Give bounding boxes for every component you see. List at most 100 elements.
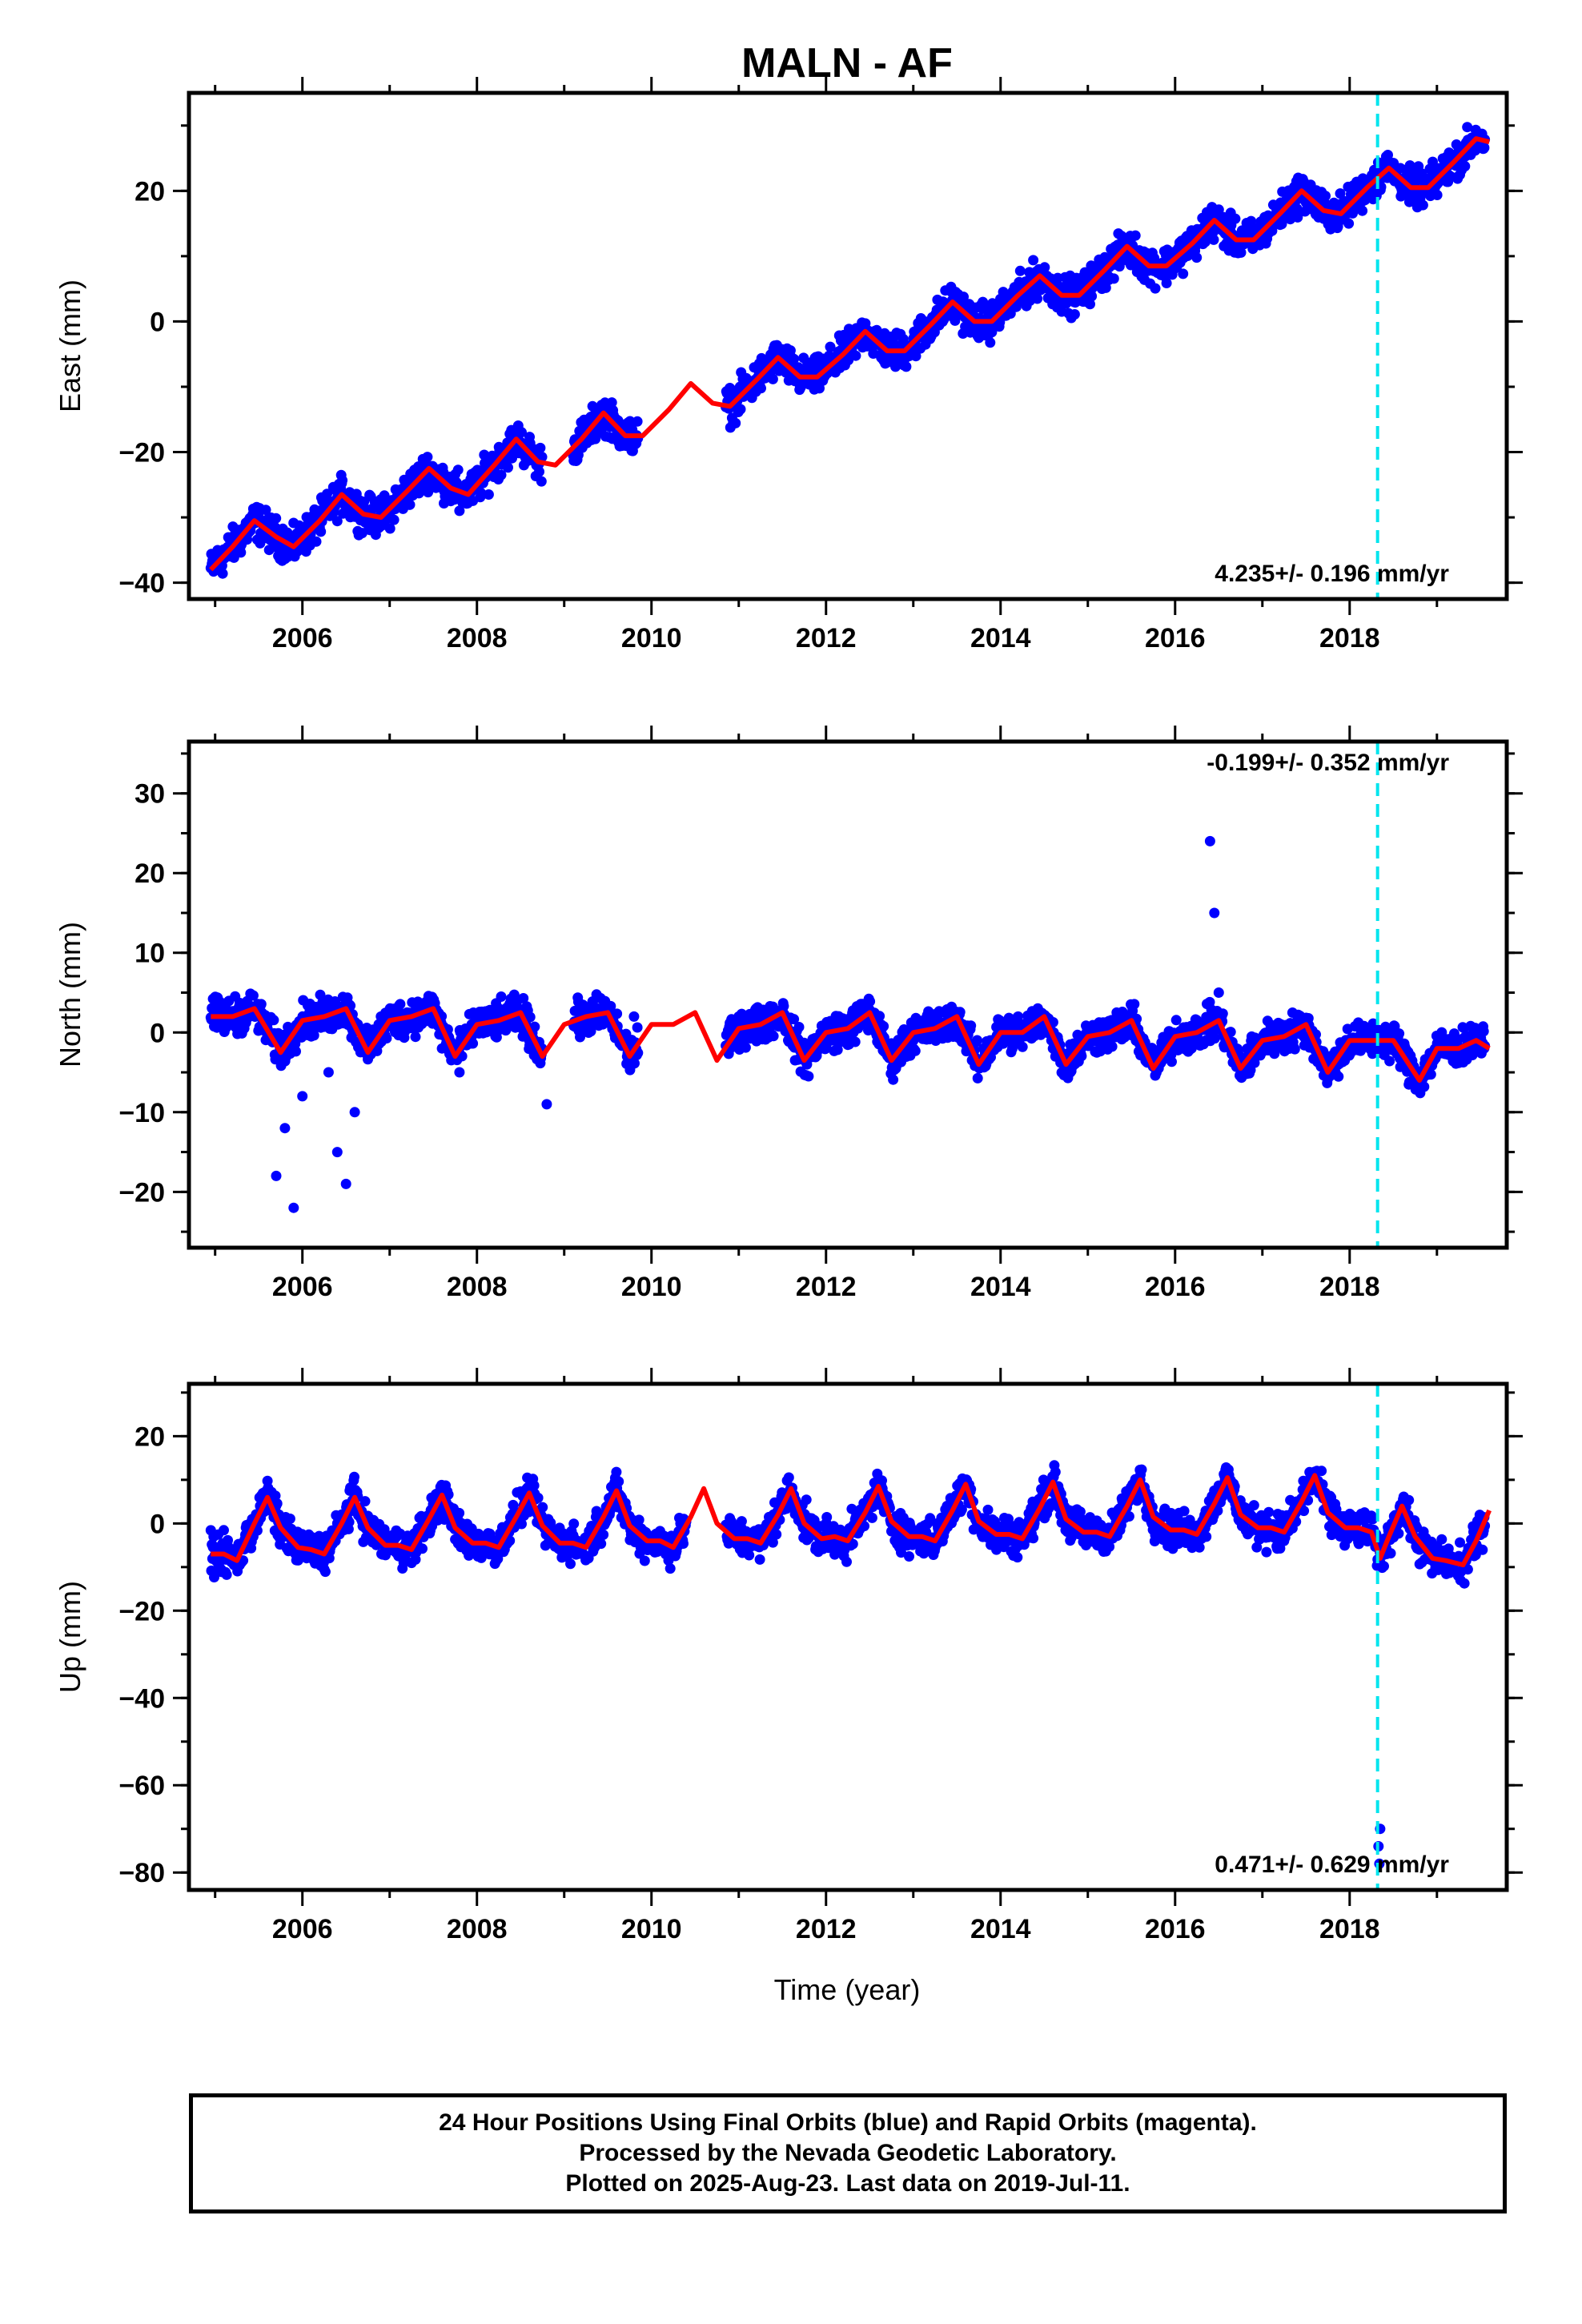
observation-point (217, 568, 228, 579)
observation-point (778, 1000, 789, 1011)
observation-point (423, 487, 434, 498)
x-tick-label: 2010 (621, 623, 682, 653)
observation-point (789, 1014, 800, 1025)
panel-east: 2006 2008 2010 2012 2014 2016 2018−40−20020Eas… (54, 77, 1523, 653)
observation-point (1106, 1041, 1118, 1052)
observation-point (628, 1011, 640, 1022)
observation-point (629, 1058, 640, 1069)
y-tick-label: −10 (118, 1098, 165, 1128)
observation-point (1470, 1023, 1481, 1034)
observation-point (878, 1021, 889, 1031)
observation-point (279, 1123, 291, 1134)
observation-point (1204, 835, 1215, 846)
observation-point (255, 999, 267, 1010)
observation-point (417, 1543, 428, 1554)
y-tick-label: −40 (118, 569, 165, 599)
observation-point (865, 996, 876, 1007)
observation-point (536, 452, 548, 463)
observation-point (888, 1074, 899, 1085)
observation-point (1344, 1047, 1355, 1058)
observation-point (221, 1569, 232, 1580)
plot-content (205, 1384, 1492, 1890)
observation-point (260, 505, 271, 516)
observation-point (890, 1063, 901, 1074)
x-tick-label: 2012 (796, 623, 857, 653)
x-tick-label: 2010 (621, 1272, 682, 1302)
observation-point (384, 523, 396, 534)
observation-point (503, 462, 513, 473)
observation-point (1462, 122, 1473, 133)
observation-point (850, 350, 861, 361)
observation-point (1213, 204, 1224, 215)
observation-point (532, 1492, 544, 1503)
observation-point (1217, 1008, 1228, 1019)
observation-point (270, 1490, 281, 1502)
observation-point (247, 990, 259, 1001)
observation-point (1108, 273, 1119, 284)
observation-point (612, 1008, 623, 1019)
observation-point (271, 513, 282, 524)
observation-point (395, 999, 406, 1010)
observation-point (311, 536, 322, 547)
x-tick-label: 2016 (1145, 623, 1206, 653)
observation-point (1208, 234, 1219, 245)
x-tick-label: 2016 (1145, 1272, 1206, 1302)
observation-point (832, 1044, 843, 1055)
observation-point (337, 475, 348, 486)
observation-point (1069, 309, 1080, 320)
observation-point (1357, 205, 1368, 216)
observation-point (1166, 1056, 1177, 1068)
observation-point (986, 327, 998, 338)
observation-point (1320, 191, 1331, 202)
observation-point (874, 1011, 885, 1022)
y-axis-title: East (mm) (54, 279, 86, 412)
observation-point (422, 452, 433, 463)
observation-point (483, 489, 494, 500)
observation-point (1161, 278, 1172, 288)
observation-point (454, 505, 465, 517)
plot-content (205, 742, 1491, 1248)
observation-point (454, 1507, 465, 1518)
panels: 2006 2008 2010 2012 2014 2016 2018−40−20020Eas… (54, 77, 1523, 1944)
observation-point (958, 292, 969, 303)
observation-point (476, 487, 486, 498)
observation-point (909, 1045, 921, 1056)
observation-point (751, 1003, 761, 1014)
observation-point (359, 1496, 371, 1507)
observation-point (524, 1011, 536, 1023)
observation-point (632, 416, 643, 427)
observation-point (730, 417, 741, 428)
observation-point (1213, 987, 1224, 998)
observation-point (1076, 1051, 1087, 1062)
observation-point (262, 533, 273, 544)
observation-point (1343, 218, 1355, 229)
y-tick-label: 0 (150, 307, 165, 337)
observation-point (1246, 215, 1257, 227)
x-tick-label: 2014 (970, 623, 1031, 653)
observation-point (479, 449, 490, 460)
observation-point (1085, 299, 1095, 310)
observation-point (1039, 262, 1050, 273)
observation-point (288, 1202, 299, 1213)
observation-point (1209, 907, 1220, 919)
observation-point (575, 1031, 585, 1043)
observation-point (1017, 1041, 1028, 1052)
observation-point (576, 1003, 587, 1014)
rate-label: 4.235+/- 0.196 mm/yr (1215, 561, 1449, 587)
observation-point (1478, 1026, 1489, 1037)
observation-point (1100, 1019, 1111, 1030)
observation-point (349, 1471, 359, 1482)
observation-point (966, 1020, 977, 1031)
model-line (211, 1006, 1491, 1083)
observation-point (343, 1517, 355, 1528)
y-tick-label: 10 (135, 939, 165, 969)
observation-point (972, 1072, 983, 1084)
observation-point (496, 991, 507, 1002)
observation-point (1333, 1071, 1344, 1082)
x-tick-label: 2006 (272, 623, 333, 653)
observation-point (536, 476, 547, 487)
y-axis-title: North (mm) (54, 922, 86, 1068)
observation-point (528, 1480, 540, 1491)
observation-point (1417, 199, 1428, 211)
